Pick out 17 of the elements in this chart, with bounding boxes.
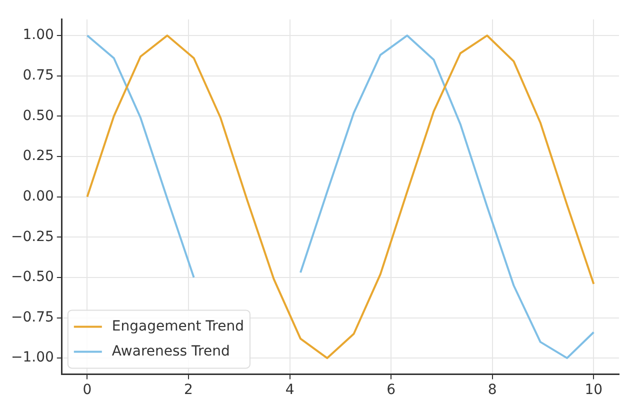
y-tick-label: −0.25: [10, 228, 54, 245]
x-tick-label: 8: [488, 382, 497, 398]
x-tick-label: 10: [584, 382, 603, 398]
x-tick-label: 4: [285, 382, 294, 398]
y-tick-label: 0.50: [22, 108, 54, 124]
legend-label: Awareness Trend: [112, 343, 230, 360]
x-tick-label: 2: [184, 382, 193, 398]
x-tick-label: 0: [82, 382, 92, 398]
y-tick-label: 0.75: [22, 67, 54, 84]
y-tick-label: −0.50: [10, 269, 54, 286]
legend-label: Engagement Trend: [112, 318, 244, 334]
y-tick-label: −1.00: [10, 350, 54, 366]
y-tick-label: −0.75: [10, 309, 54, 326]
x-tick-label: 6: [386, 382, 396, 398]
y-tick-label: 0.25: [22, 148, 54, 164]
y-tick-label: 0.00: [22, 188, 54, 204]
y-tick-label: 1.00: [22, 27, 54, 44]
